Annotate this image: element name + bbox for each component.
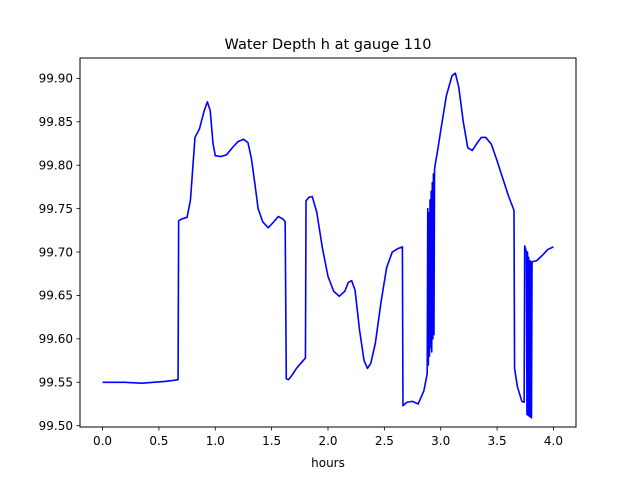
x-tick-label: 0.5 xyxy=(149,434,168,448)
x-tick-label: 2.0 xyxy=(318,434,337,448)
x-axis: 0.0 0.5 1.0 1.5 2.0 2.5 3.0 3.5 4.0 xyxy=(93,427,563,448)
series-line xyxy=(102,72,554,419)
x-tick-label: 4.0 xyxy=(544,434,563,448)
plot-area xyxy=(79,57,577,428)
x-tick-label: 1.5 xyxy=(262,434,281,448)
y-tick-label: 99.50 xyxy=(39,419,73,433)
x-tick-label: 0.0 xyxy=(93,434,112,448)
y-tick-label: 99.70 xyxy=(39,245,73,259)
x-tick-label: 2.5 xyxy=(375,434,394,448)
chart-title: Water Depth h at gauge 110 xyxy=(225,37,432,53)
y-tick-label: 99.90 xyxy=(39,72,73,86)
y-tick-label: 99.75 xyxy=(39,202,73,216)
x-axis-label: hours xyxy=(311,456,345,470)
axes-background xyxy=(80,58,576,427)
x-tick-label: 1.0 xyxy=(206,434,225,448)
y-tick-label: 99.60 xyxy=(39,332,73,346)
x-tick-label: 3.0 xyxy=(431,434,450,448)
y-tick-label: 99.85 xyxy=(39,115,73,129)
x-tick-label: 3.5 xyxy=(488,434,507,448)
y-tick-label: 99.65 xyxy=(39,289,73,303)
y-tick-label: 99.55 xyxy=(39,375,73,389)
y-tick-label: 99.80 xyxy=(39,158,73,172)
y-axis: 99.50 99.55 99.60 99.65 99.70 99.75 99.80 99.85… xyxy=(39,72,80,433)
